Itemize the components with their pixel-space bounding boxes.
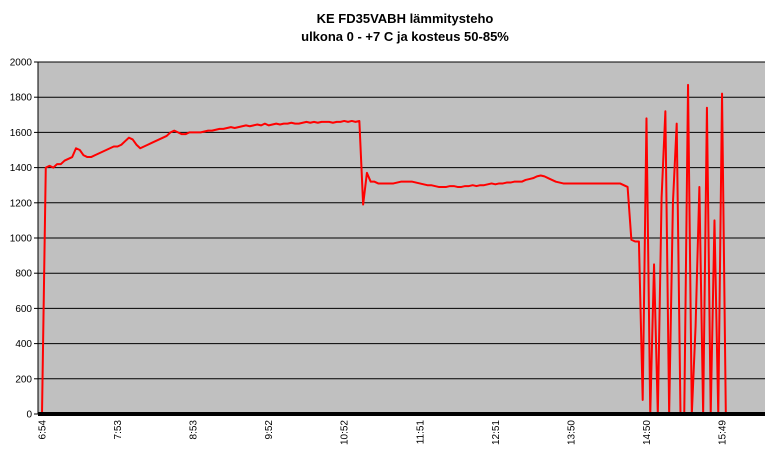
x-tick-label: 12:51 [491,420,502,445]
x-tick-label: 7:53 [113,420,124,440]
x-tick-label: 14:50 [642,420,653,445]
y-tick-label: 1000 [10,234,33,245]
x-tick-label: 9:52 [264,420,275,440]
y-tick-label: 200 [15,374,32,385]
y-tick-label: 600 [15,304,32,315]
y-tick-label: 2000 [10,58,33,69]
x-tick-label: 8:53 [189,420,200,440]
x-tick-label: 10:52 [340,420,351,445]
y-tick-label: 0 [26,410,32,421]
data-line [41,83,760,415]
x-tick-label: 15:49 [718,420,729,445]
y-tick-label: 1400 [10,163,33,174]
y-tick-label: 800 [15,269,32,280]
chart-subtitle: ulkona 0 - +7 C ja kosteus 50-85% [301,29,509,44]
y-tick-label: 1200 [10,198,33,209]
y-tick-label: 400 [15,339,32,350]
y-tick-label: 1800 [10,93,33,104]
x-tick-label: 11:51 [415,420,426,445]
chart-title: KE FD35VABH lämmitysteho [317,11,494,26]
x-tick-label: 6:54 [38,420,49,440]
y-tick-label: 1600 [10,128,33,139]
x-tick-label: 13:50 [566,420,577,445]
